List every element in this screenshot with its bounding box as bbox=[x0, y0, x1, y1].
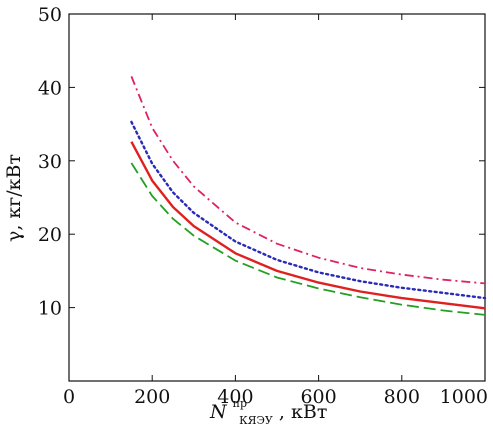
tick-labels: 0 200 400 600 800 1000 10 20 30 40 50 bbox=[38, 4, 488, 408]
tick-marks bbox=[68, 13, 486, 381]
y-tick-label: 50 bbox=[38, 4, 62, 26]
x-tick-label: 800 bbox=[384, 386, 420, 408]
x-tick-label: 1000 bbox=[440, 386, 488, 408]
series-line-2-dotted bbox=[130, 120, 487, 300]
x-axis-label-symbol: N bbox=[209, 401, 228, 423]
x-tick-label: 0 bbox=[63, 386, 75, 408]
x-axis-label: N пр КЯЭУ , кВт bbox=[209, 390, 327, 429]
y-tick-label: 20 bbox=[38, 224, 62, 246]
series-line-1-dash-dot bbox=[130, 76, 486, 285]
y-axis-label: γ, кг/кВт bbox=[3, 154, 25, 242]
y-tick-label: 40 bbox=[38, 77, 62, 99]
y-tick-label: 10 bbox=[38, 298, 62, 320]
y-axis-label-text: γ, кг/кВт bbox=[3, 154, 25, 242]
x-axis-label-superscript: пр bbox=[233, 397, 247, 410]
plot-frame bbox=[68, 13, 486, 382]
y-tick-label: 30 bbox=[38, 151, 62, 173]
series-line-3-solid bbox=[130, 141, 486, 310]
x-axis-label-unit: , кВт bbox=[279, 401, 327, 423]
x-tick-label: 600 bbox=[300, 386, 336, 408]
x-axis-label-subscript: КЯЭУ bbox=[239, 414, 273, 427]
x-tick-label: 200 bbox=[134, 386, 170, 408]
x-tick-label: 400 bbox=[217, 386, 253, 408]
series-line-4-dashed bbox=[130, 162, 486, 316]
series-layer bbox=[130, 76, 487, 316]
